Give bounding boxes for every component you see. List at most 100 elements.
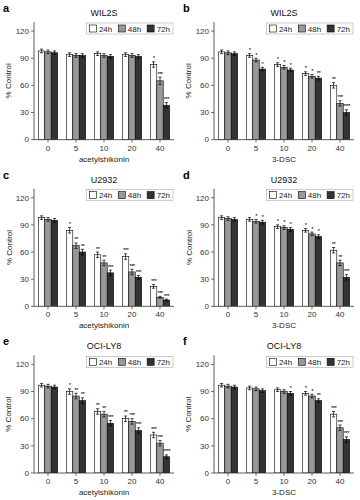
y-tick-label: 120 bbox=[196, 194, 210, 203]
bar bbox=[163, 457, 169, 473]
bar bbox=[281, 392, 287, 473]
y-tick bbox=[211, 85, 214, 86]
significance-label: * bbox=[153, 55, 156, 61]
bar bbox=[135, 56, 141, 139]
error-bar bbox=[289, 392, 292, 396]
significance-label: *** bbox=[331, 405, 337, 411]
y-axis-label: % Control bbox=[5, 230, 14, 265]
error-bar bbox=[310, 74, 313, 78]
x-tick-label: 10 bbox=[280, 310, 289, 319]
legend-label: 48h bbox=[128, 358, 141, 367]
bar bbox=[101, 55, 107, 139]
error-bar bbox=[53, 51, 56, 55]
panel: ******************************0306090120… bbox=[3, 335, 174, 497]
error-bar bbox=[261, 389, 264, 393]
significance-label: *** bbox=[164, 96, 170, 102]
bar bbox=[330, 414, 336, 473]
error-bar bbox=[276, 225, 279, 229]
bar bbox=[66, 392, 72, 473]
legend: 24h48h72h bbox=[86, 356, 173, 367]
error-bar bbox=[317, 399, 320, 403]
bar bbox=[225, 386, 231, 473]
y-tick bbox=[31, 306, 34, 307]
legend-swatch bbox=[147, 25, 154, 32]
error-bar bbox=[68, 389, 71, 394]
panel: ***************0306090120051020403-DSC% … bbox=[183, 169, 354, 331]
y-tick bbox=[31, 31, 34, 32]
y-tick bbox=[31, 418, 34, 419]
x-tick bbox=[76, 473, 77, 476]
bar bbox=[38, 51, 44, 140]
y-axis-line bbox=[34, 22, 35, 140]
bar bbox=[129, 421, 135, 473]
error-bar bbox=[233, 52, 236, 56]
x-tick bbox=[256, 140, 257, 143]
significance-label: ** bbox=[102, 254, 107, 260]
error-bar bbox=[289, 68, 292, 72]
legend-frame bbox=[266, 23, 353, 34]
error-bar bbox=[261, 67, 264, 71]
significance-label: * bbox=[305, 222, 308, 228]
bar bbox=[135, 430, 141, 473]
x-tick-label: 10 bbox=[100, 477, 109, 486]
error-bar bbox=[304, 228, 307, 232]
legend-label: 24h bbox=[99, 25, 112, 34]
significance-label: ** bbox=[74, 236, 79, 242]
y-tick-label: 0 bbox=[205, 135, 210, 144]
bar bbox=[274, 227, 280, 307]
legend-label: 72h bbox=[337, 191, 350, 200]
significance-label: ** bbox=[338, 254, 343, 260]
x-tick-label: 10 bbox=[280, 477, 289, 486]
y-tick-label: 120 bbox=[16, 27, 30, 36]
error-bar bbox=[345, 110, 348, 115]
error-bar bbox=[165, 299, 168, 301]
error-bar bbox=[40, 216, 43, 220]
error-bar bbox=[158, 296, 161, 298]
y-axis-label: % Control bbox=[185, 230, 194, 265]
error-bar bbox=[96, 409, 99, 414]
bar bbox=[246, 55, 252, 139]
marks bbox=[218, 216, 349, 307]
bar bbox=[315, 401, 321, 473]
significance-label: *** bbox=[344, 430, 350, 436]
error-bar bbox=[68, 53, 71, 57]
y-tick-label: 60 bbox=[200, 248, 209, 257]
bar bbox=[309, 76, 315, 139]
bar bbox=[51, 220, 57, 306]
significance-label: *** bbox=[136, 269, 142, 275]
y-tick bbox=[31, 85, 34, 86]
significance-label: * bbox=[69, 382, 72, 388]
error-bar bbox=[124, 53, 127, 57]
bar bbox=[129, 55, 135, 139]
title: WIL2S bbox=[90, 8, 117, 18]
title: WIL2S bbox=[270, 8, 297, 18]
bar bbox=[274, 390, 280, 473]
legend: 24h48h72h bbox=[266, 356, 353, 367]
error-bar bbox=[130, 419, 133, 424]
error-bar bbox=[282, 226, 285, 230]
bar bbox=[38, 385, 44, 473]
y-tick-label: 0 bbox=[205, 302, 210, 311]
panel: **************0306090120051020403-DSC% C… bbox=[183, 335, 354, 497]
legend-label: 24h bbox=[279, 358, 292, 367]
legend-label: 48h bbox=[128, 191, 141, 200]
y-tick bbox=[211, 224, 214, 225]
x-tick bbox=[104, 140, 105, 143]
x-tick bbox=[132, 473, 133, 476]
bar bbox=[287, 229, 293, 306]
legend-swatch bbox=[89, 25, 96, 32]
legend-swatch bbox=[147, 192, 154, 199]
bar bbox=[218, 385, 224, 473]
error-bar bbox=[46, 384, 49, 388]
significance-label: ** bbox=[96, 402, 101, 408]
bar bbox=[157, 297, 163, 306]
bar bbox=[38, 218, 44, 307]
y-tick bbox=[211, 31, 214, 32]
y-tick-label: 60 bbox=[200, 414, 209, 423]
error-bar bbox=[254, 387, 257, 391]
y-tick bbox=[31, 139, 34, 140]
marks bbox=[218, 383, 349, 473]
x-tick bbox=[228, 473, 229, 476]
bar bbox=[101, 263, 107, 306]
x-tick bbox=[104, 306, 105, 309]
